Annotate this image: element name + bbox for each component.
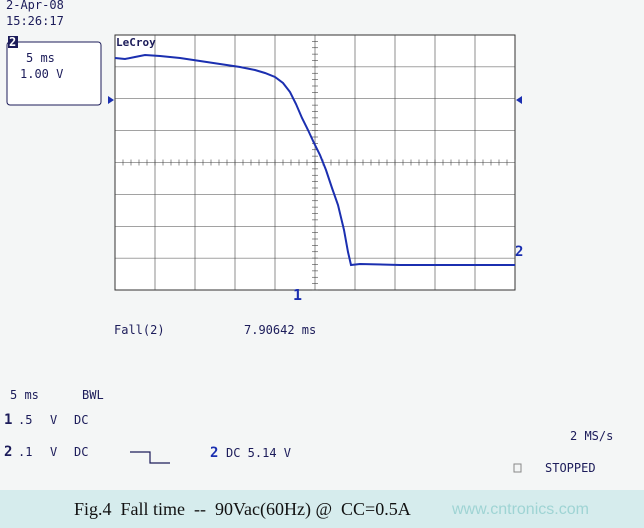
brand: LeCroy [116,36,156,49]
caption-band [0,490,644,528]
measure-value: 7.90642 ms [244,323,316,337]
graticule [114,34,516,291]
state: STOPPED [545,461,596,475]
channel-badge [8,36,18,48]
ch1-id: 1 [4,412,12,428]
ch2-unit: V [50,445,57,459]
ch2-scale: .1 [18,445,32,459]
ch2-id: 2 [4,444,12,460]
ref-arrow-right [516,96,522,104]
ch1-coupling: DC [74,413,88,427]
box-volts: 1.00 V [20,67,63,81]
timebase: 5 ms [10,388,39,402]
trigger-id: 2 [210,445,218,461]
bwl: BWL [82,388,104,402]
waveform [114,53,515,267]
ch2-coupling: DC [74,445,88,459]
measure-label: Fall(2) [114,323,165,337]
channel-box [6,41,102,106]
channel-id: 2 [9,35,16,49]
caption: Fig.4 Fall time -- 90Vac(60Hz) @ CC=0.5A [74,499,411,520]
trigger-marker: 1 [293,286,302,304]
trigger-text: DC 5.14 V [226,446,291,460]
trace-marker: 2 [515,244,523,260]
date: 2-Apr-08 [6,0,64,12]
ch1-scale: .5 [18,413,32,427]
ref-arrow-left [108,96,114,104]
state-box [513,463,522,473]
ch1-unit: V [50,413,57,427]
time: 15:26:17 [6,14,64,28]
box-timebase: 5 ms [26,51,55,65]
sample-rate: 2 MS/s [570,429,613,443]
edge-icon [130,451,170,464]
watermark: www.cntronics.com [451,501,589,518]
